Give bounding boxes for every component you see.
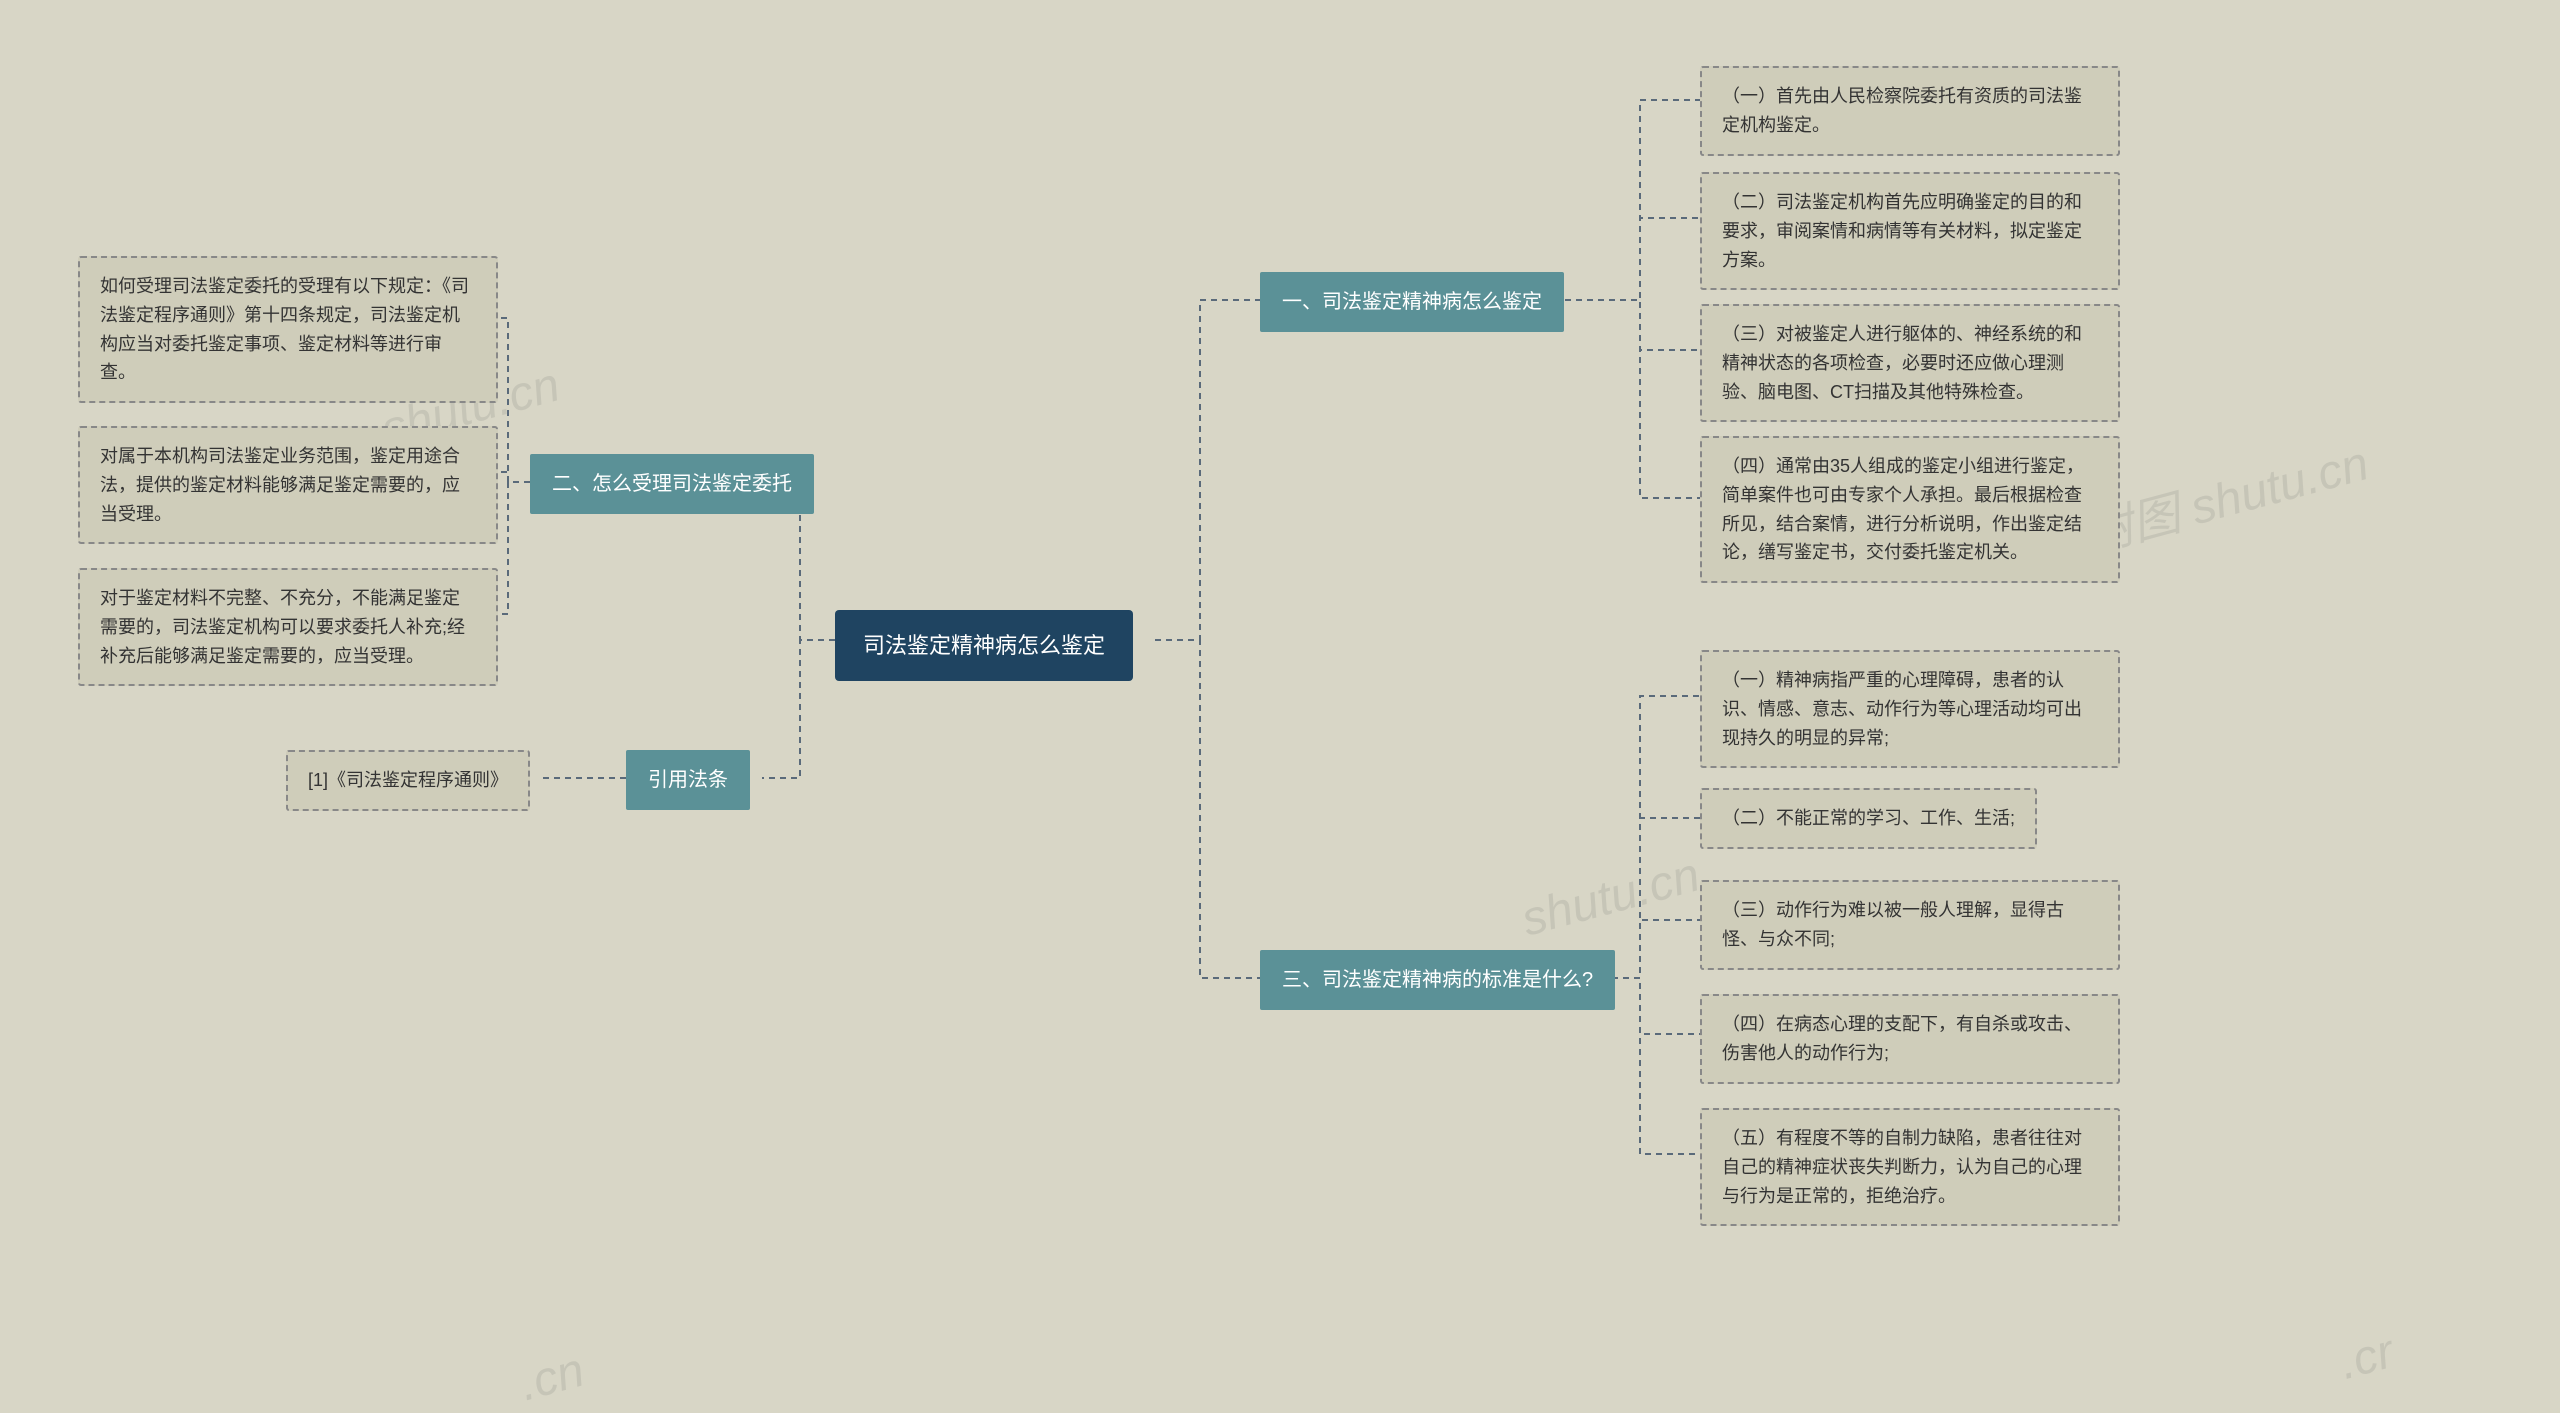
watermark: .cn [514,1343,590,1413]
leaf-4-1: [1]《司法鉴定程序通则》 [286,750,530,811]
leaf-1-2: （二）司法鉴定机构首先应明确鉴定的目的和要求，审阅案情和病情等有关材料，拟定鉴定… [1700,172,2120,290]
branch-1: 一、司法鉴定精神病怎么鉴定 [1260,272,1564,332]
leaf-3-2: （二）不能正常的学习、工作、生活; [1700,788,2037,849]
leaf-2-2: 对属于本机构司法鉴定业务范围，鉴定用途合法，提供的鉴定材料能够满足鉴定需要的，应… [78,426,498,544]
leaf-3-4: （四）在病态心理的支配下，有自杀或攻击、伤害他人的动作行为; [1700,994,2120,1084]
central-node: 司法鉴定精神病怎么鉴定 [835,610,1133,681]
leaf-3-3: （三）动作行为难以被一般人理解，显得古怪、与众不同; [1700,880,2120,970]
branch-2: 二、怎么受理司法鉴定委托 [530,454,814,514]
connectors [0,0,2560,1413]
branch-4: 引用法条 [626,750,750,810]
leaf-3-5: （五）有程度不等的自制力缺陷，患者往往对自己的精神症状丧失判断力，认为自己的心理… [1700,1108,2120,1226]
watermark: 树图 shutu.cn [2076,424,2375,567]
leaf-1-1: （一）首先由人民检察院委托有资质的司法鉴定机构鉴定。 [1700,66,2120,156]
leaf-1-4: （四）通常由35人组成的鉴定小组进行鉴定，简单案件也可由专家个人承担。最后根据检… [1700,436,2120,583]
leaf-1-3: （三）对被鉴定人进行躯体的、神经系统的和精神状态的各项检查，必要时还应做心理测验… [1700,304,2120,422]
watermark: shutu.cn [1516,847,1706,947]
leaf-2-1: 如何受理司法鉴定委托的受理有以下规定：《司法鉴定程序通则》第十四条规定，司法鉴定… [78,256,498,403]
leaf-2-3: 对于鉴定材料不完整、不充分，不能满足鉴定需要的，司法鉴定机构可以要求委托人补充;… [78,568,498,686]
watermark: .cr [2334,1324,2400,1391]
branch-3: 三、司法鉴定精神病的标准是什么? [1260,950,1615,1010]
leaf-3-1: （一）精神病指严重的心理障碍，患者的认识、情感、意志、动作行为等心理活动均可出现… [1700,650,2120,768]
